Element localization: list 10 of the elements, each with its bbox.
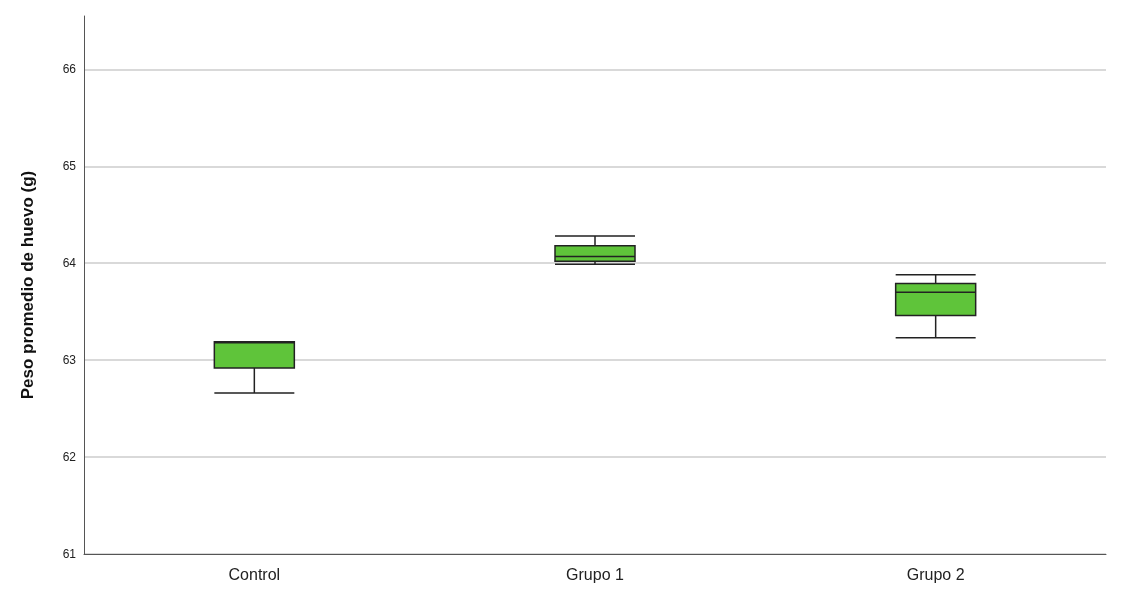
y-tick-label: 66 bbox=[62, 62, 77, 77]
x-tick-label: Control bbox=[228, 565, 281, 583]
y-tick-label: 61 bbox=[62, 547, 77, 561]
y-tick-label: 62 bbox=[62, 450, 77, 465]
x-tick-label: Grupo 2 bbox=[906, 565, 965, 583]
y-tick-label: 64 bbox=[62, 256, 77, 271]
x-tick-label: Grupo 1 bbox=[566, 565, 625, 583]
y-tick-label: 63 bbox=[62, 353, 77, 368]
y-tick-label: 65 bbox=[62, 159, 77, 174]
y-axis-title: Peso promedio de huevo (g) bbox=[18, 170, 37, 400]
